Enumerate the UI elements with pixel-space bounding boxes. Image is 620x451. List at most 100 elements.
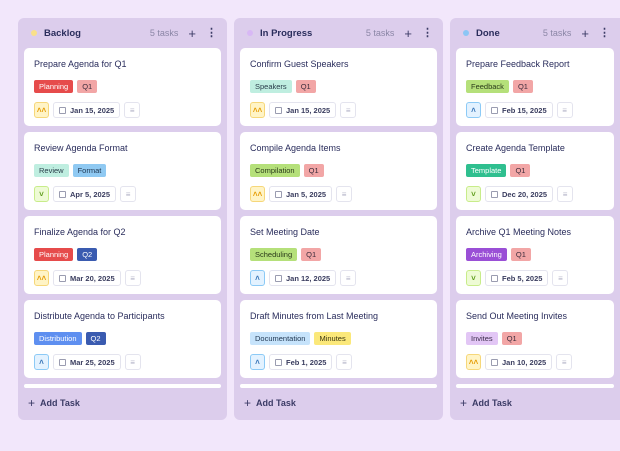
priority-high-icon[interactable]: ˄˄ xyxy=(34,102,49,118)
due-date-button[interactable]: Jan 10, 2025 xyxy=(485,354,553,370)
more-options-icon[interactable]: ⋮ xyxy=(599,26,610,39)
add-icon[interactable]: + xyxy=(404,25,412,41)
task-title: Draft Minutes from Last Meeting xyxy=(250,311,379,321)
card-footer: ˄˄ Jan 15, 2025 ≡ xyxy=(34,102,211,118)
status-dot xyxy=(31,30,37,36)
tag: Q1 xyxy=(303,164,324,177)
column-in-progress: In Progress 5 tasks + ⋮ Confirm Guest Spe… xyxy=(234,18,443,420)
calendar-icon xyxy=(59,106,66,114)
tag-list: Scheduling Q1 xyxy=(250,248,427,261)
priority-high-icon[interactable]: ˄˄ xyxy=(250,186,265,202)
due-date-button[interactable]: Mar 25, 2025 xyxy=(53,354,121,370)
task-card[interactable] xyxy=(240,384,437,388)
add-task-label: Add Task xyxy=(256,398,296,408)
task-card[interactable]: Prepare Agenda for Q1 Planning Q1 ˄˄ Jan 1… xyxy=(24,48,221,126)
task-card[interactable]: Create Agenda Template Template Q1 ˅ Dec 2… xyxy=(456,132,614,210)
due-date-button[interactable]: Apr 5, 2025 xyxy=(53,186,117,202)
notes-icon[interactable]: ≡ xyxy=(120,186,137,202)
notes-icon[interactable]: ≡ xyxy=(556,354,573,370)
column-header: In Progress 5 tasks + ⋮ xyxy=(234,18,443,48)
due-date-button[interactable]: Feb 5, 2025 xyxy=(485,270,549,286)
notes-icon[interactable]: ≡ xyxy=(340,270,357,286)
due-date-button[interactable]: Dec 20, 2025 xyxy=(485,186,554,202)
add-task-label: Add Task xyxy=(472,398,512,408)
add-task-button[interactable]: + Add Task xyxy=(244,396,296,410)
card-list: Prepare Agenda for Q1 Planning Q1 ˄˄ Jan 1… xyxy=(24,48,221,388)
notes-icon[interactable]: ≡ xyxy=(124,270,141,286)
task-title: Archive Q1 Meeting Notes xyxy=(466,227,572,237)
priority-high-icon[interactable]: ˄˄ xyxy=(34,270,49,286)
task-card[interactable]: Set Meeting Date Scheduling Q1 ˄ Jan 12, 2… xyxy=(240,216,437,294)
task-card[interactable]: Compile Agenda Items Compilation Q1 ˄˄ Jan… xyxy=(240,132,437,210)
tag: Planning xyxy=(34,80,74,93)
task-title: Prepare Feedback Report xyxy=(466,59,570,69)
due-date-button[interactable]: Jan 12, 2025 xyxy=(269,270,337,286)
priority-low-icon[interactable]: ˅ xyxy=(466,186,481,202)
card-footer: ˅ Apr 5, 2025 ≡ xyxy=(34,186,211,202)
calendar-icon xyxy=(275,274,282,282)
plus-icon: + xyxy=(244,396,252,410)
calendar-icon xyxy=(275,190,282,198)
priority-low-icon[interactable]: ˅ xyxy=(466,270,481,286)
priority-medium-icon[interactable]: ˄ xyxy=(250,354,265,370)
due-date: Jan 15, 2025 xyxy=(286,105,331,115)
tag: Q2 xyxy=(77,248,98,261)
more-options-icon[interactable]: ⋮ xyxy=(422,26,433,39)
calendar-icon xyxy=(275,358,282,366)
tag: Review xyxy=(34,164,69,177)
add-icon[interactable]: + xyxy=(188,25,196,41)
priority-low-icon[interactable]: ˅ xyxy=(34,186,49,202)
due-date-button[interactable]: Mar 20, 2025 xyxy=(53,270,121,286)
due-date: Apr 5, 2025 xyxy=(70,189,111,199)
card-footer: ˄˄ Jan 10, 2025 ≡ xyxy=(466,354,608,370)
tag-list: Compilation Q1 xyxy=(250,164,427,177)
priority-high-icon[interactable]: ˄˄ xyxy=(466,354,481,370)
task-card[interactable] xyxy=(24,384,221,388)
due-date: Mar 20, 2025 xyxy=(70,273,115,283)
task-card[interactable] xyxy=(456,384,614,388)
task-title: Send Out Meeting Invites xyxy=(466,311,568,321)
column-title: Backlog xyxy=(44,27,81,39)
tag-list: Review Format xyxy=(34,164,211,177)
notes-icon[interactable]: ≡ xyxy=(340,102,357,118)
task-card[interactable]: Distribute Agenda to Participants Distrib… xyxy=(24,300,221,378)
notes-icon[interactable]: ≡ xyxy=(336,186,353,202)
notes-icon[interactable]: ≡ xyxy=(124,102,141,118)
tag-list: Planning Q2 xyxy=(34,248,211,261)
due-date-button[interactable]: Feb 15, 2025 xyxy=(485,102,553,118)
more-options-icon[interactable]: ⋮ xyxy=(206,26,217,39)
notes-icon[interactable]: ≡ xyxy=(124,354,141,370)
add-task-button[interactable]: + Add Task xyxy=(460,396,512,410)
task-card[interactable]: Confirm Guest Speakers Speakers Q1 ˄˄ Jan … xyxy=(240,48,437,126)
task-card[interactable]: Finalize Agenda for Q2 Planning Q2 ˄˄ Mar … xyxy=(24,216,221,294)
due-date-button[interactable]: Jan 5, 2025 xyxy=(269,186,333,202)
tag: Format xyxy=(72,164,107,177)
add-icon[interactable]: + xyxy=(581,25,589,41)
notes-icon[interactable]: ≡ xyxy=(552,270,569,286)
task-card[interactable]: Review Agenda Format Review Format ˅ Apr 5… xyxy=(24,132,221,210)
tag: Q1 xyxy=(510,248,531,261)
tag: Minutes xyxy=(314,332,351,345)
card-footer: ˄ Mar 25, 2025 ≡ xyxy=(34,354,211,370)
card-footer: ˄˄ Jan 15, 2025 ≡ xyxy=(250,102,427,118)
task-card[interactable]: Prepare Feedback Report Feedback Q1 ˄ Feb … xyxy=(456,48,614,126)
notes-icon[interactable]: ≡ xyxy=(336,354,353,370)
priority-medium-icon[interactable]: ˄ xyxy=(34,354,49,370)
task-card[interactable]: Send Out Meeting Invites Invites Q1 ˄˄ Jan… xyxy=(456,300,614,378)
due-date-button[interactable]: Feb 1, 2025 xyxy=(269,354,333,370)
priority-medium-icon[interactable]: ˄ xyxy=(466,102,481,118)
task-card[interactable]: Archive Q1 Meeting Notes Archiving Q1 ˅ Fe… xyxy=(456,216,614,294)
add-task-button[interactable]: + Add Task xyxy=(28,396,80,410)
add-task-label: Add Task xyxy=(40,398,80,408)
due-date: Jan 15, 2025 xyxy=(70,105,115,115)
task-card[interactable]: Draft Minutes from Last Meeting Documenta… xyxy=(240,300,437,378)
task-count: 5 tasks xyxy=(365,28,395,38)
due-date-button[interactable]: Jan 15, 2025 xyxy=(269,102,337,118)
calendar-icon xyxy=(59,274,66,282)
notes-icon[interactable]: ≡ xyxy=(556,102,573,118)
notes-icon[interactable]: ≡ xyxy=(557,186,574,202)
priority-high-icon[interactable]: ˄˄ xyxy=(250,102,265,118)
due-date-button[interactable]: Jan 15, 2025 xyxy=(53,102,121,118)
priority-medium-icon[interactable]: ˄ xyxy=(250,270,265,286)
